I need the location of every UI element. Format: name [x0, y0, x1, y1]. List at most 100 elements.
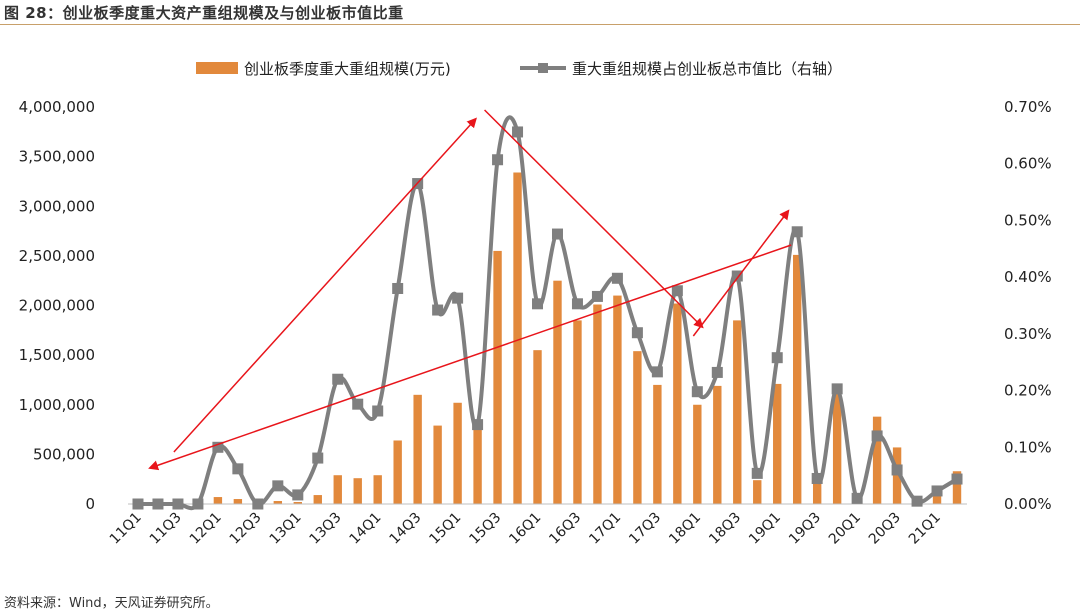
line-marker [152, 498, 164, 510]
bar [433, 425, 442, 504]
bar-series [213, 172, 962, 504]
line-marker [232, 463, 244, 475]
bar [573, 320, 582, 504]
legend-bar-swatch [196, 62, 238, 74]
x-tick-label: 17Q1 [586, 510, 624, 548]
left-tick-label: 3,500,000 [19, 148, 95, 166]
bar [293, 502, 302, 504]
left-tick-label: 0 [85, 495, 95, 513]
x-tick-label: 16Q1 [506, 510, 544, 548]
line-marker [751, 467, 763, 479]
bar [593, 304, 602, 504]
line-marker [951, 473, 963, 485]
bar [493, 250, 502, 504]
right-tick-label: 0.70% [1004, 98, 1052, 116]
bar [892, 447, 902, 504]
line-marker [512, 126, 524, 138]
line-marker [771, 352, 783, 364]
line-marker [532, 298, 544, 310]
line-marker [212, 441, 224, 453]
right-tick-label: 0.50% [1004, 211, 1052, 229]
left-tick-label: 3,000,000 [19, 197, 95, 215]
x-tick-label: 15Q3 [466, 510, 504, 548]
trend-arrow [148, 244, 792, 471]
line-marker [372, 405, 384, 417]
bar [613, 295, 622, 504]
x-tick-label: 11Q1 [107, 510, 145, 548]
line-marker [831, 383, 843, 395]
line-marker [172, 498, 184, 510]
left-tick-label: 2,000,000 [19, 297, 95, 315]
bar [373, 475, 382, 504]
left-tick-label: 1,500,000 [19, 346, 95, 364]
bar [753, 480, 762, 504]
right-axis: 0.00% 0.10% 0.20% 0.30% 0.40% 0.50% 0.60% 0.70% [1004, 98, 1052, 513]
left-tick-label: 1,000,000 [19, 396, 95, 414]
title-divider [0, 24, 1080, 25]
bar [533, 350, 542, 504]
line-marker [312, 452, 324, 464]
bar [333, 475, 342, 504]
right-tick-label: 0.10% [1004, 438, 1052, 456]
line-marker [611, 272, 623, 284]
line-marker [551, 228, 563, 240]
combo-chart: 创业板季度重大重组规模(万元) 重大重组规模占创业板总市值比（右轴） 0 500,0… [19, 60, 1052, 548]
bar [313, 495, 322, 504]
bar [713, 385, 722, 504]
bar [733, 320, 742, 504]
line-marker [571, 298, 583, 310]
line-marker [392, 282, 404, 294]
line-marker [871, 430, 883, 442]
bar [693, 404, 702, 504]
line-marker [472, 419, 484, 431]
line-marker [811, 472, 823, 484]
line-marker [711, 366, 723, 378]
bar [213, 497, 223, 504]
line-marker [252, 498, 264, 510]
x-tick-label: 18Q1 [666, 510, 704, 548]
source-note: 资料来源：Wind，天风证券研究所。 [4, 596, 219, 611]
right-tick-label: 0.00% [1004, 495, 1052, 513]
trend-arrow [173, 117, 477, 453]
x-tick-label: 12Q3 [227, 510, 265, 548]
legend-bar-label: 创业板季度重大重组规模(万元) [244, 60, 451, 78]
line-marker [132, 498, 144, 510]
bar [932, 496, 942, 504]
bar [273, 501, 283, 504]
x-tick-label: 17Q3 [626, 510, 664, 548]
line-marker [911, 495, 923, 507]
trend-arrow [484, 109, 704, 329]
line-marker [651, 366, 663, 378]
bar [952, 471, 962, 504]
bar [513, 172, 522, 504]
right-tick-label: 0.30% [1004, 325, 1052, 343]
x-tick-label: 21Q1 [906, 510, 944, 548]
bar [872, 416, 882, 504]
bar [233, 499, 243, 504]
line-marker [891, 464, 903, 476]
line-marker [591, 290, 603, 302]
bar [793, 254, 802, 504]
line-marker [492, 154, 504, 166]
line-marker [671, 285, 683, 297]
right-tick-label: 0.60% [1004, 155, 1052, 173]
bar [353, 478, 362, 504]
line-marker [332, 373, 344, 385]
legend: 创业板季度重大重组规模(万元) 重大重组规模占创业板总市值比（右轴） [196, 60, 842, 78]
bar [673, 303, 682, 504]
line-marker [631, 327, 643, 339]
bar [773, 383, 782, 504]
right-tick-label: 0.40% [1004, 268, 1052, 286]
x-tick-label: 13Q3 [307, 510, 345, 548]
line-marker [791, 226, 803, 238]
x-tick-label: 19Q3 [786, 510, 824, 548]
x-tick-label: 20Q3 [866, 510, 904, 548]
left-tick-label: 2,500,000 [19, 247, 95, 265]
x-tick-label: 20Q1 [826, 510, 864, 548]
line-marker [691, 386, 703, 398]
bar [812, 480, 822, 504]
line-marker [352, 398, 364, 410]
x-tick-label: 11Q3 [147, 510, 185, 548]
bar [393, 440, 402, 504]
line-marker [432, 304, 444, 316]
